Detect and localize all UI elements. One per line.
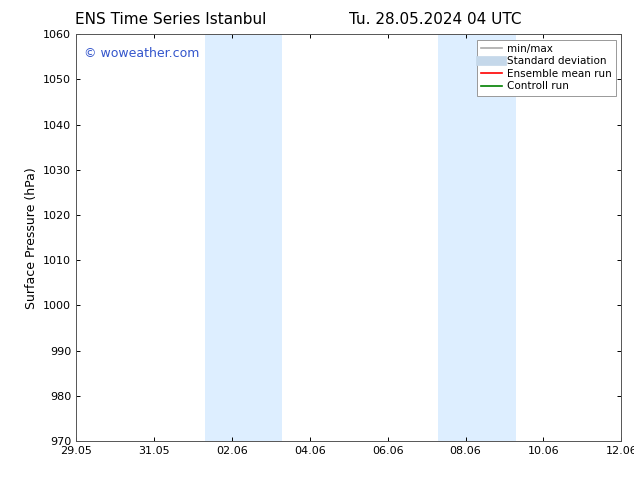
Text: © woweather.com: © woweather.com bbox=[84, 47, 200, 59]
Text: Tu. 28.05.2024 04 UTC: Tu. 28.05.2024 04 UTC bbox=[349, 12, 521, 27]
Text: ENS Time Series Istanbul: ENS Time Series Istanbul bbox=[75, 12, 266, 27]
Bar bbox=[205, 34, 283, 441]
Legend: min/max, Standard deviation, Ensemble mean run, Controll run: min/max, Standard deviation, Ensemble me… bbox=[477, 40, 616, 96]
Y-axis label: Surface Pressure (hPa): Surface Pressure (hPa) bbox=[25, 167, 37, 309]
Bar bbox=[438, 34, 516, 441]
